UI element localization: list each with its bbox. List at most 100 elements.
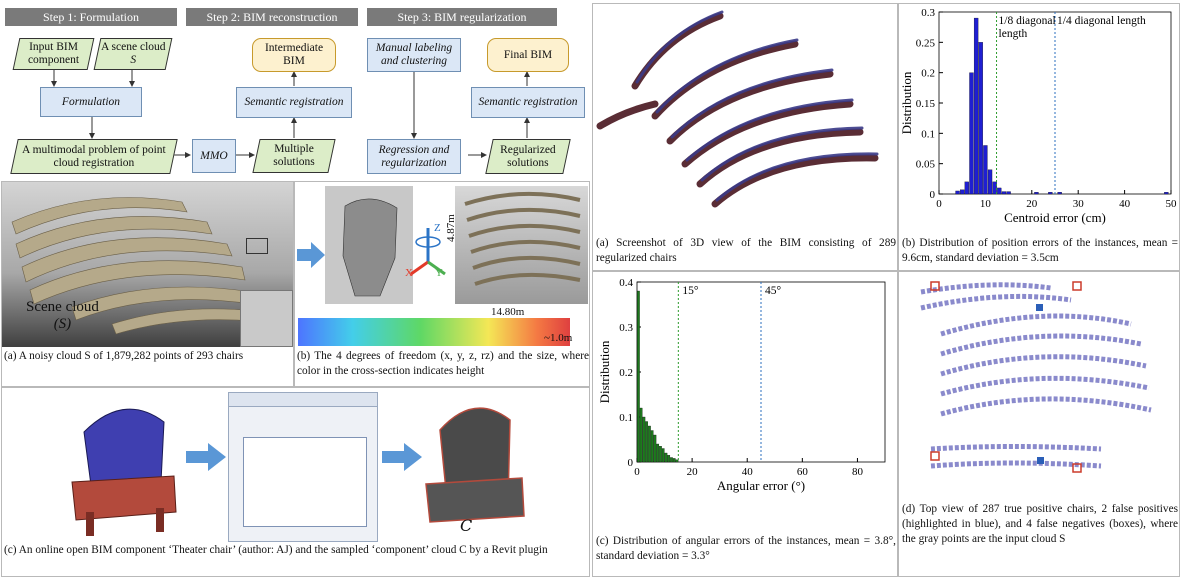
histogram-bar bbox=[675, 459, 679, 463]
histogram-bar bbox=[659, 446, 662, 463]
y-tick-label: 0.1 bbox=[619, 412, 633, 424]
histogram-bar bbox=[648, 425, 651, 463]
histogram-bar bbox=[978, 42, 983, 195]
threshold-label: length bbox=[999, 28, 1028, 40]
histogram-bar bbox=[964, 181, 969, 195]
panel-b-right: 0 0.05 0.1 0.15 0.2 0.25 0.3 0 10 20 30 40 50 1/8 dia… bbox=[898, 3, 1180, 271]
angular-error-chart: 0 0.1 0.2 0.3 0.4 0 20 40 60 80 15° 45° Angular erro… bbox=[597, 277, 886, 493]
panel-b-right-caption: (b) Distribution of position errors of t… bbox=[902, 237, 1178, 264]
histogram-bar bbox=[656, 443, 660, 463]
multiple-solutions-box: Multiple solutions bbox=[252, 139, 336, 173]
semantic-registration-box-2: Semantic registration bbox=[471, 87, 585, 118]
scene-cloud-zoom-box bbox=[246, 238, 268, 254]
histogram-bar bbox=[667, 455, 671, 463]
histogram-bar bbox=[969, 72, 974, 195]
histogram-bar bbox=[955, 190, 960, 195]
y-tick-label: 0 bbox=[930, 189, 936, 201]
x-tick-label: 50 bbox=[1166, 198, 1178, 210]
x-tick-label: 40 bbox=[1119, 198, 1131, 210]
bim-3d-view bbox=[595, 6, 895, 228]
histogram-bar bbox=[639, 407, 643, 463]
histogram-bar bbox=[960, 189, 965, 195]
histogram-bar bbox=[1034, 192, 1039, 195]
histogram-bar bbox=[650, 430, 654, 463]
step2-header: Step 2: BIM reconstruction bbox=[186, 8, 358, 26]
histogram-bar bbox=[672, 458, 676, 463]
centroid-error-chart: 0 0.05 0.1 0.15 0.2 0.25 0.3 0 10 20 30 40 50 1/8 dia… bbox=[899, 7, 1178, 225]
histogram-bar bbox=[1006, 191, 1011, 195]
histogram-bar bbox=[987, 169, 993, 195]
y-tick-label: 0 bbox=[628, 457, 634, 469]
histogram-bar bbox=[992, 181, 997, 195]
semantic-registration-box-1: Semantic registration bbox=[236, 87, 352, 118]
histogram-bar bbox=[997, 187, 1002, 195]
panel-a-caption: (a) A noisy cloud S of 1,879,282 points … bbox=[4, 350, 244, 362]
chair-cloud-image bbox=[325, 186, 413, 304]
y-tick-label: 0.3 bbox=[921, 7, 935, 19]
histogram-bar bbox=[983, 145, 988, 195]
x-axis-label: Centroid error (cm) bbox=[1004, 210, 1106, 225]
dim-depth-label: ~1.0m bbox=[544, 332, 573, 344]
axis-y-label: Y bbox=[435, 267, 443, 279]
revit-plugin-screenshot bbox=[228, 392, 378, 542]
threshold-label: 45° bbox=[765, 285, 782, 297]
panel-b-left: Z X Y 4.87m 14.80m ~1.0m (b) The 4 degre… bbox=[294, 181, 590, 387]
panel-b-arrow bbox=[297, 242, 325, 268]
dof-axes bbox=[410, 228, 446, 276]
x-tick-label: 0 bbox=[936, 198, 942, 210]
histogram-bar bbox=[653, 434, 657, 463]
problem-box: A multimodal problem of point cloud regi… bbox=[10, 139, 178, 174]
y-axis-label: Distribution bbox=[597, 340, 612, 403]
intermediate-bim-box: Intermediate BIM bbox=[252, 38, 336, 72]
regularized-solutions-box: Regularized solutions bbox=[485, 139, 571, 174]
histogram-bar bbox=[1048, 192, 1053, 195]
y-tick-label: 0.05 bbox=[916, 159, 936, 171]
component-cloud-image bbox=[418, 392, 530, 542]
scene-cloud-box: A scene cloud S bbox=[93, 38, 173, 70]
panel-c-caption: (c) An online open BIM component ‘Theate… bbox=[4, 544, 548, 556]
top-view-results bbox=[901, 274, 1177, 496]
plot-frame bbox=[938, 11, 1172, 195]
histogram-bar bbox=[645, 421, 648, 463]
final-bim-box: Final BIM bbox=[487, 38, 569, 72]
component-cloud-symbol: C bbox=[460, 516, 473, 535]
dim-height-label: 4.87m bbox=[445, 214, 457, 242]
x-axis-label: Angular error (°) bbox=[717, 478, 805, 493]
workflow-arrows bbox=[51, 70, 530, 158]
top-view-cloud-image bbox=[455, 186, 588, 304]
histogram-bar bbox=[1164, 192, 1169, 195]
histogram-bar bbox=[1001, 191, 1007, 195]
formulation-box: Formulation bbox=[40, 87, 142, 117]
histogram-bar bbox=[1057, 192, 1062, 195]
x-tick-label: 30 bbox=[1073, 198, 1085, 210]
histogram-bar bbox=[642, 416, 646, 463]
x-tick-label: 60 bbox=[797, 466, 809, 478]
histogram-bar bbox=[664, 452, 668, 463]
x-tick-label: 20 bbox=[1026, 198, 1038, 210]
scene-cloud-label: Scene cloud (S) bbox=[26, 299, 99, 332]
x-tick-label: 80 bbox=[852, 466, 864, 478]
x-tick-label: 40 bbox=[742, 466, 754, 478]
scene-cloud-image bbox=[2, 182, 293, 347]
y-axis-label: Distribution bbox=[899, 71, 914, 134]
panel-d-right-caption: (d) Top view of 287 true positive chairs… bbox=[902, 503, 1178, 545]
manual-labeling-box: Manual labeling and clustering bbox=[367, 38, 461, 72]
step1-header: Step 1: Formulation bbox=[5, 8, 177, 26]
axis-z-label: Z bbox=[434, 222, 441, 234]
histogram-bar bbox=[670, 457, 673, 463]
panel-a-right-caption: (a) Screenshot of 3D view of the BIM con… bbox=[596, 237, 896, 264]
histogram-bar bbox=[973, 17, 979, 195]
regression-box: Regression and regularization bbox=[367, 139, 461, 174]
dim-width-label: 14.80m bbox=[491, 306, 525, 318]
panel-c-arrow-1 bbox=[186, 443, 226, 471]
y-tick-label: 0.2 bbox=[619, 367, 633, 379]
workflow-diagram: Step 1: Formulation Step 2: BIM reconstr… bbox=[0, 0, 592, 180]
panel-a-right: (a) Screenshot of 3D view of the BIM con… bbox=[592, 3, 898, 271]
y-tick-label: 0.25 bbox=[916, 37, 936, 49]
step3-header: Step 3: BIM regularization bbox=[367, 8, 557, 26]
y-tick-label: 0.15 bbox=[916, 98, 936, 110]
x-tick-label: 0 bbox=[634, 466, 640, 478]
cross-section-image bbox=[298, 318, 570, 346]
mmo-box: MMO bbox=[192, 139, 236, 173]
y-tick-label: 0.3 bbox=[619, 322, 633, 334]
